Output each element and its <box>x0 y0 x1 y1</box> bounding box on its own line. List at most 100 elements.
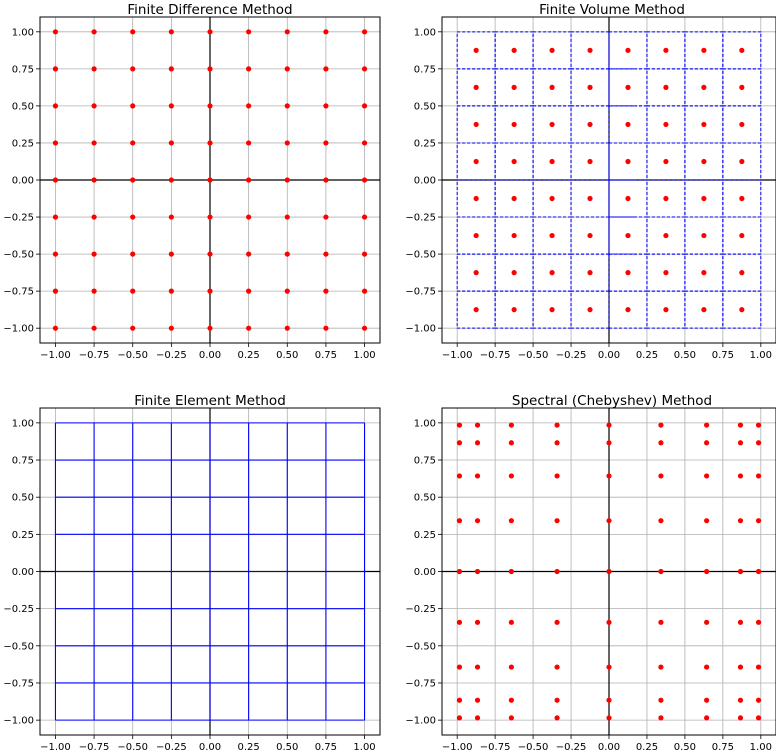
data-point <box>739 232 745 239</box>
data-point <box>284 214 290 220</box>
control-volume-cell <box>722 68 762 107</box>
x-tick-label: −0.75 <box>480 350 511 361</box>
data-point <box>663 270 669 276</box>
data-point <box>739 307 745 313</box>
data-point <box>130 66 136 72</box>
data-point <box>704 518 710 524</box>
data-point <box>361 288 368 294</box>
data-point <box>168 29 174 35</box>
data-point <box>663 158 669 165</box>
data-point <box>658 568 664 575</box>
subplot-title: Finite Element Method <box>134 393 286 409</box>
subplot-spectral-chebyshev: −1.00 −0.75 −0.50 −0.25 0.00 0.25 0.50 0.75 1.00… <box>405 393 776 753</box>
data-point <box>549 158 555 165</box>
data-point <box>456 664 463 670</box>
data-point <box>246 325 252 331</box>
data-point <box>554 422 560 428</box>
x-tick-label: −0.50 <box>117 742 148 753</box>
x-tick-label: −0.25 <box>556 742 587 753</box>
data-point <box>473 195 479 202</box>
data-point <box>473 47 479 53</box>
data-point <box>625 270 631 276</box>
data-point <box>52 140 59 146</box>
data-point <box>549 84 555 90</box>
data-point <box>658 664 664 670</box>
data-point <box>508 619 514 625</box>
data-point <box>474 664 481 670</box>
y-tick-label: 0.50 <box>12 493 34 504</box>
data-point <box>207 288 213 294</box>
data-point <box>361 66 368 72</box>
control-volume-cell <box>722 142 762 181</box>
data-point <box>587 270 593 276</box>
y-tick-label: 0.50 <box>12 101 34 112</box>
data-point <box>52 214 59 220</box>
data-point <box>207 140 213 146</box>
data-point <box>91 140 97 146</box>
x-tick-label: 1.00 <box>750 742 772 753</box>
data-point <box>755 568 762 575</box>
data-point <box>704 697 710 703</box>
data-point <box>625 121 631 128</box>
y-tick-label: 0.25 <box>414 138 436 149</box>
subplot-finite-difference: −1.00 −0.75 −0.50 −0.25 0.00 0.25 0.50 0.75 1.00… <box>3 2 381 361</box>
data-point <box>554 473 560 479</box>
data-point <box>284 251 290 257</box>
data-point <box>606 473 612 479</box>
data-point <box>473 232 479 239</box>
data-point <box>587 47 593 53</box>
data-point <box>587 158 593 165</box>
data-point <box>606 422 612 428</box>
data-point <box>511 232 517 239</box>
data-point <box>587 195 593 202</box>
data-point <box>474 619 481 625</box>
data-point <box>207 214 213 220</box>
y-tick-label: 0.75 <box>12 456 34 467</box>
data-point <box>168 288 174 294</box>
subplot-title: Finite Volume Method <box>539 2 685 18</box>
data-point <box>511 270 517 276</box>
data-point <box>554 440 560 446</box>
data-point <box>473 270 479 276</box>
data-point <box>508 473 514 479</box>
data-point <box>606 664 612 670</box>
data-point <box>511 121 517 128</box>
data-point <box>606 568 612 575</box>
data-point <box>323 251 329 257</box>
x-tick-label: 0.25 <box>636 350 658 361</box>
y-tick-label: 0.50 <box>414 101 436 112</box>
x-tick-label: 0.25 <box>636 742 658 753</box>
data-point <box>658 473 664 479</box>
data-point <box>508 422 514 428</box>
data-point <box>737 619 744 625</box>
data-point <box>658 518 664 524</box>
data-point <box>701 232 707 239</box>
data-point <box>587 232 593 239</box>
x-tick-label: 1.00 <box>750 350 772 361</box>
data-point <box>511 158 517 165</box>
data-point <box>606 715 612 721</box>
x-tick-label: 1.00 <box>353 742 375 753</box>
y-tick-label: 0.50 <box>414 493 436 504</box>
data-point <box>246 29 252 35</box>
control-volume-cell <box>722 216 762 255</box>
data-point <box>130 325 136 331</box>
x-tick-label: −1.00 <box>442 742 473 753</box>
x-tick-label: −0.75 <box>79 742 110 753</box>
data-point <box>663 47 669 53</box>
data-point <box>474 715 481 721</box>
data-point <box>52 325 59 331</box>
data-point <box>606 440 612 446</box>
subplot-finite-element: −1.00 −0.75 −0.50 −0.25 0.00 0.25 0.50 0.75 1.00… <box>3 393 381 753</box>
data-point <box>474 422 481 428</box>
data-point <box>207 29 213 35</box>
data-point <box>755 473 762 479</box>
data-point <box>625 158 631 165</box>
data-point <box>323 177 329 183</box>
x-tick-label: 0.00 <box>598 742 620 753</box>
data-point <box>246 177 252 183</box>
data-point <box>52 29 59 35</box>
data-point <box>701 121 707 128</box>
data-point <box>168 214 174 220</box>
control-volume-cell <box>722 105 762 144</box>
